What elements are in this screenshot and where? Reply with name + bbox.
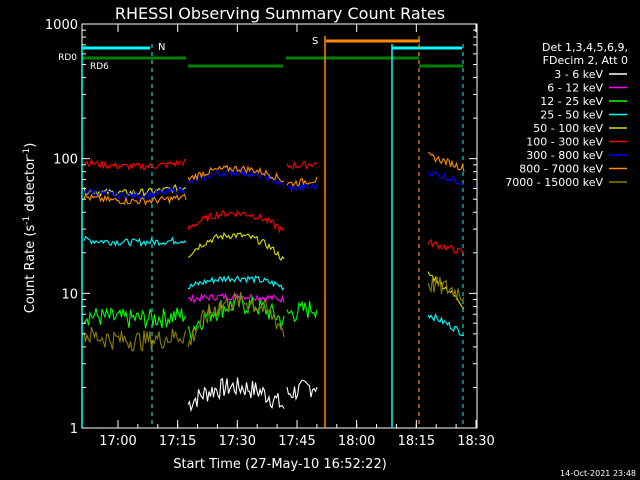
chart-title: RHESSI Observing Summary Count Rates: [115, 4, 445, 23]
legend-label: 800 - 7000 keV: [519, 163, 603, 176]
series-line: [187, 291, 285, 348]
series-line: [427, 238, 465, 255]
legend-label: 12 - 25 keV: [540, 95, 603, 108]
legend-header: FDecim 2, Att 0: [543, 54, 628, 67]
series-line: [427, 276, 465, 302]
legend: Det 1,3,4,5,6,9,FDecim 2, Att 03 - 6 keV…: [505, 41, 628, 189]
legend-label: 300 - 800 keV: [526, 149, 603, 162]
legend-label: 6 - 12 keV: [547, 82, 603, 95]
series-line: [187, 209, 285, 234]
series-line: [286, 182, 318, 193]
timestamp: 14-Oct-2021 23:48: [560, 469, 636, 478]
x-tick-label: 17:15: [159, 434, 196, 449]
y-tick-label: 1: [70, 422, 78, 437]
y-tick-label: 100: [53, 153, 78, 168]
series-lines: [83, 152, 465, 413]
x-tick-label: 17:30: [219, 434, 256, 449]
rd0-label: RD0: [58, 53, 77, 63]
x-axis-label: Start Time (27-May-10 16:52:22): [173, 457, 387, 472]
series-line: [187, 294, 285, 341]
series-line: [187, 164, 285, 183]
series-line: [83, 158, 187, 172]
series-line: [83, 185, 187, 201]
series-line: [427, 152, 465, 172]
series-line: [286, 379, 318, 402]
series-line: [187, 292, 285, 304]
series-line: [286, 300, 318, 323]
series-line: [83, 235, 187, 247]
plot-area: [81, 23, 478, 429]
x-tick-label: 17:45: [278, 434, 315, 449]
x-tick-label: 18:30: [457, 434, 494, 449]
x-tick-label: 17:00: [99, 434, 136, 449]
series-line: [187, 167, 285, 189]
plot-frame: [81, 23, 478, 429]
series-line: [188, 275, 285, 291]
series-line: [286, 160, 318, 170]
series-line: [187, 377, 285, 413]
series-line: [286, 176, 318, 187]
state-bars: N S RD0 RD6: [58, 36, 464, 428]
rd6-label: RD6: [90, 62, 109, 72]
legend-label: 3 - 6 keV: [554, 68, 603, 81]
series-line: [83, 193, 187, 206]
legend-label: 25 - 50 keV: [540, 109, 603, 122]
legend-header: Det 1,3,4,5,6,9,: [542, 41, 628, 54]
x-tick-label: 18:15: [398, 434, 435, 449]
legend-label: 100 - 300 keV: [526, 136, 603, 149]
series-line: [83, 327, 187, 352]
series-line: [83, 183, 187, 198]
legend-label: 50 - 100 keV: [533, 122, 603, 135]
axes: 17:00 17:15 17:30 17:45 18:00 18:15 18:30 1 10 10…: [45, 18, 495, 449]
y-tick-label: 10: [61, 287, 78, 302]
x-tick-label: 18:00: [338, 434, 375, 449]
series-line: [427, 271, 465, 310]
series-line: [83, 307, 187, 329]
saa-label: S: [312, 36, 318, 47]
legend-label: 7000 - 15000 keV: [505, 176, 603, 189]
series-line: [427, 312, 465, 336]
night-label: N: [158, 42, 165, 53]
y-axis-label: Count Rate (s-1 detector-1): [22, 143, 38, 314]
series-line: [427, 170, 465, 187]
y-tick-label: 1000: [45, 18, 78, 33]
series-line: [187, 231, 285, 262]
